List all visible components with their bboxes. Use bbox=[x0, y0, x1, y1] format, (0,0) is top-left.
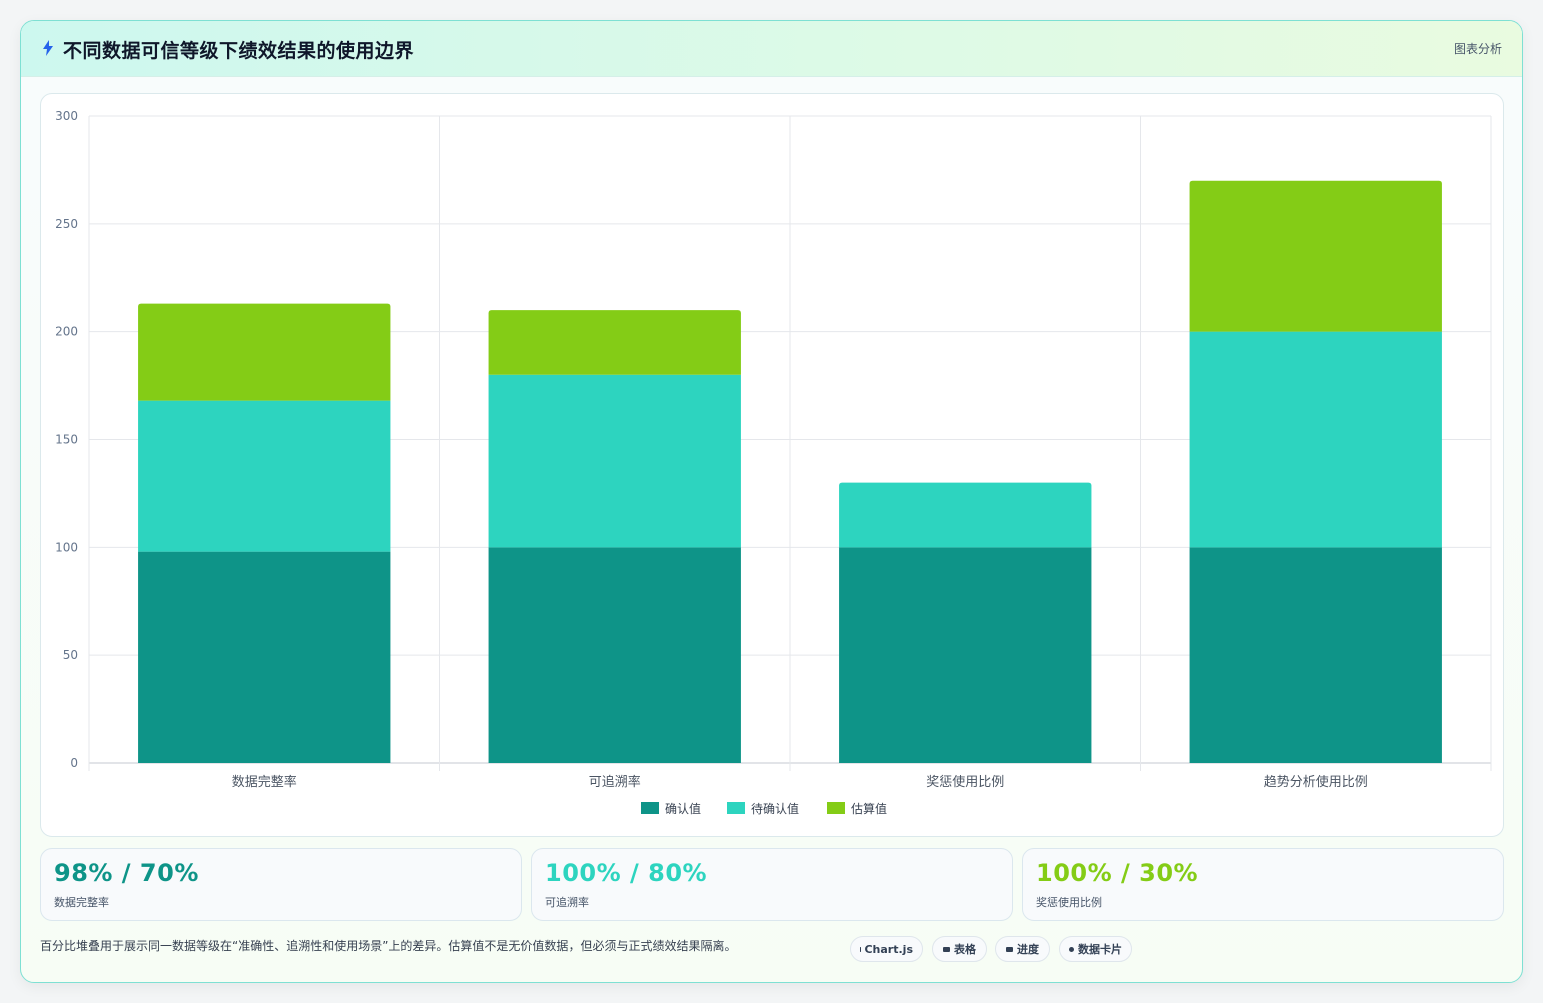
y-tick-label: 200 bbox=[55, 325, 78, 339]
progress-icon bbox=[1006, 946, 1013, 952]
lightning-icon bbox=[43, 40, 53, 56]
bar-segment bbox=[138, 400, 391, 552]
bar-segment bbox=[1189, 331, 1442, 548]
chip-progress[interactable]: 进度 bbox=[995, 936, 1050, 962]
x-tick-label: 趋势分析使用比例 bbox=[1264, 774, 1368, 790]
stat-card-completeness: 98% / 70% 数据完整率 bbox=[40, 848, 522, 921]
legend-label: 估算值 bbox=[851, 801, 887, 816]
legend-swatch bbox=[727, 802, 745, 814]
page-title: 不同数据可信等级下绩效结果的使用边界 bbox=[63, 40, 415, 62]
legend-label: 确认值 bbox=[665, 801, 701, 816]
chart-card: 不同数据可信等级下绩效结果的使用边界 图表分析 0 50 100 150 200 250 3… bbox=[20, 20, 1523, 983]
x-tick-label: 奖惩使用比例 bbox=[926, 774, 1004, 790]
chip-table[interactable]: 表格 bbox=[932, 936, 987, 962]
bar-segment bbox=[138, 303, 391, 401]
y-tick-label: 300 bbox=[55, 109, 78, 123]
stat-value: 100% / 30% bbox=[1036, 859, 1199, 887]
y-tick-label: 0 bbox=[70, 756, 78, 770]
footnote: 百分比堆叠用于展示同一数据等级在“准确性、追溯性和使用场景”上的差异。估算值不是… bbox=[40, 939, 737, 953]
chart-panel: 0 50 100 150 200 250 300 数据完整率 可追溯率 奖惩使用比例 趋势分析使用比… bbox=[40, 93, 1504, 837]
bar-segment bbox=[1189, 547, 1442, 763]
chip-label: 数据卡片 bbox=[1078, 943, 1122, 956]
stat-label: 数据完整率 bbox=[54, 896, 109, 909]
stat-label: 奖惩使用比例 bbox=[1036, 896, 1102, 909]
chip-label: 进度 bbox=[1017, 943, 1039, 956]
chip-label: Chart.js bbox=[864, 942, 913, 956]
stat-card-traceability: 100% / 80% 可追溯率 bbox=[531, 848, 1013, 921]
y-tick-label: 250 bbox=[55, 217, 78, 231]
legend-label: 待确认值 bbox=[751, 801, 799, 816]
stat-value: 100% / 80% bbox=[545, 859, 708, 887]
bar-segment bbox=[488, 547, 741, 763]
y-tick-label: 100 bbox=[55, 540, 78, 554]
card-icon bbox=[1069, 946, 1074, 952]
y-tick-label: 150 bbox=[55, 433, 78, 447]
bar-segment bbox=[488, 310, 741, 375]
header-tag: 图表分析 bbox=[1453, 42, 1502, 56]
stacked-bar-chart: 0 50 100 150 200 250 300 数据完整率 可追溯率 奖惩使用比例 趋势分析使用比… bbox=[55, 109, 1492, 816]
stat-label: 可追溯率 bbox=[545, 896, 589, 909]
chip-label: 表格 bbox=[954, 943, 976, 956]
chip-data-card[interactable]: 数据卡片 bbox=[1059, 936, 1132, 962]
chip-chartjs[interactable]: Chart.js bbox=[850, 936, 923, 962]
y-tick-label: 50 bbox=[63, 648, 78, 662]
table-icon bbox=[943, 946, 950, 952]
bar-segment bbox=[839, 482, 1092, 548]
legend-swatch bbox=[641, 802, 659, 814]
bar-segment bbox=[839, 547, 1092, 763]
x-tick-label: 数据完整率 bbox=[232, 774, 297, 790]
bar-segment bbox=[488, 374, 741, 548]
bar-segment bbox=[1189, 180, 1442, 332]
card-header: 不同数据可信等级下绩效结果的使用边界 图表分析 bbox=[21, 21, 1522, 77]
x-tick-label: 可追溯率 bbox=[589, 774, 641, 790]
stat-card-reward-usage: 100% / 30% 奖惩使用比例 bbox=[1022, 848, 1504, 921]
stat-value: 98% / 70% bbox=[54, 859, 199, 887]
bar-segment bbox=[138, 551, 391, 763]
legend-swatch bbox=[827, 802, 845, 814]
